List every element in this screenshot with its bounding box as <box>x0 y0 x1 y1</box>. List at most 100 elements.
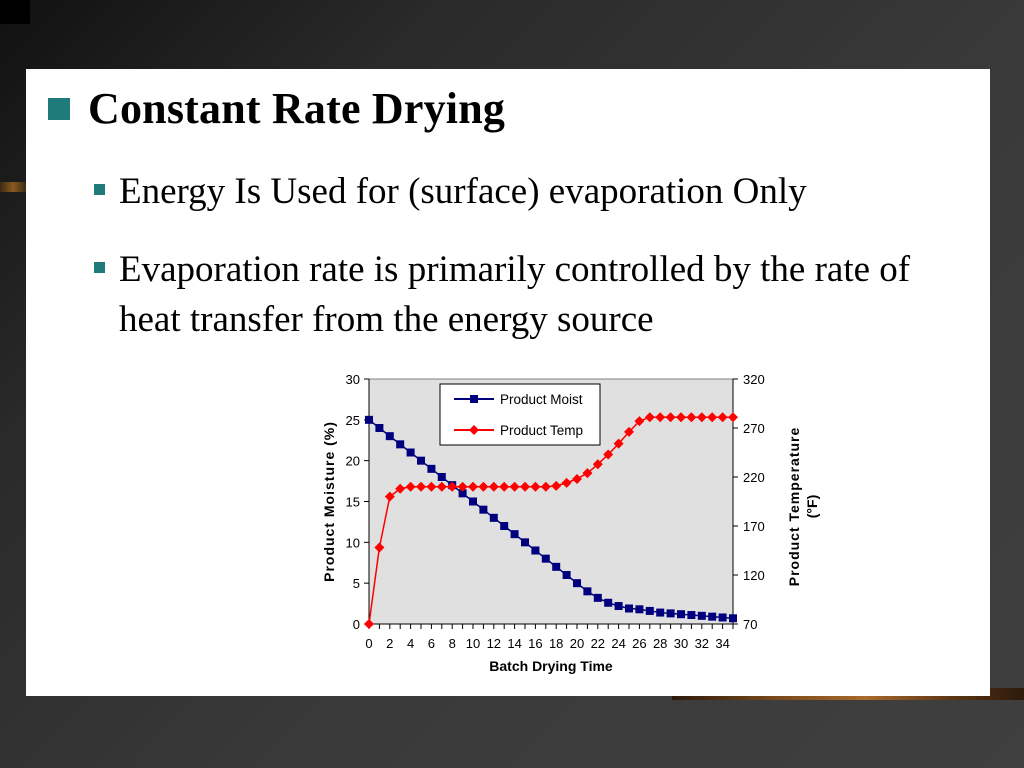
moisture-point <box>458 489 467 498</box>
decorative-streak-left <box>0 182 26 192</box>
moisture-point <box>385 432 394 441</box>
heading-text: Constant Rate Drying <box>88 84 506 133</box>
temperature-point <box>540 481 551 492</box>
temperature-point <box>592 459 603 470</box>
x-tick-label: 18 <box>549 636 563 651</box>
legend-label: Product Temp <box>500 423 583 438</box>
x-axis-label: Batch Drying Time <box>489 658 613 674</box>
x-tick-label: 28 <box>653 636 667 651</box>
legend-label: Product Moist <box>500 392 583 407</box>
moisture-point <box>469 497 477 506</box>
temperature-point <box>624 426 634 437</box>
temperature-point <box>676 412 686 423</box>
moisture-point <box>427 464 436 473</box>
moisture-point <box>479 505 488 514</box>
temperature-point <box>707 412 718 423</box>
temperature-point <box>530 481 541 492</box>
y2-axis-label-line1: Product Temperature <box>786 427 802 587</box>
x-tick-label: 14 <box>507 636 521 651</box>
y-axis-label: Product Moisture (%) <box>321 421 337 582</box>
moisture-point <box>573 579 581 588</box>
x-tick-label: 24 <box>611 636 625 651</box>
moisture-point <box>697 611 706 620</box>
moisture-point <box>656 608 665 617</box>
x-tick-label: 26 <box>632 636 646 651</box>
y2-tick-label: 120 <box>743 568 765 583</box>
moisture-point <box>531 546 540 555</box>
x-tick-label: 16 <box>528 636 542 651</box>
moisture-point <box>437 473 446 481</box>
moisture-point <box>562 571 571 579</box>
moisture-point <box>666 609 675 618</box>
sub-bullet-icon <box>94 184 105 195</box>
x-tick-label: 32 <box>695 636 709 651</box>
temperature-point <box>520 481 530 492</box>
y-tick-label: 5 <box>353 576 360 591</box>
moisture-point <box>625 604 633 613</box>
x-tick-label: 2 <box>386 636 393 651</box>
temperature-point <box>582 468 593 479</box>
bullet-item-1: Energy Is Used for (surface) evaporation… <box>94 167 807 217</box>
temperature-point <box>488 481 499 492</box>
y-tick-label: 10 <box>346 535 360 550</box>
y2-tick-label: 220 <box>743 470 765 485</box>
moisture-point <box>375 424 384 432</box>
moisture-point <box>718 613 727 622</box>
temperature-point <box>405 481 416 492</box>
bullet-text-1: Energy Is Used for (surface) evaporation… <box>119 171 807 212</box>
legend: Product Moist Product Temp <box>439 383 601 446</box>
temperature-point <box>468 481 478 492</box>
moisture-point <box>645 606 654 615</box>
moisture-point <box>687 611 696 620</box>
y-tick-label: 15 <box>346 495 360 510</box>
temperature-point <box>655 412 666 423</box>
legend-box <box>439 383 601 446</box>
temperature-point <box>364 619 374 629</box>
temperature-point <box>572 473 582 484</box>
temperature-point <box>634 416 645 427</box>
sub-bullet-icon <box>94 262 105 273</box>
x-tick-label: 20 <box>570 636 584 651</box>
temperature-point <box>457 481 468 492</box>
y2-tick-label: 320 <box>743 372 765 387</box>
temperature-point <box>426 481 437 492</box>
temperature-point <box>395 483 406 494</box>
y2-axis-label-line2: (°F) <box>804 495 820 518</box>
y-tick-label: 25 <box>346 413 360 428</box>
temperature-point <box>436 481 447 492</box>
y2-tick-label: 270 <box>743 421 765 436</box>
temperature-point <box>665 412 676 423</box>
x-tick-label: 22 <box>591 636 605 651</box>
x-tick-label: 12 <box>487 636 501 651</box>
y-tick-label: 30 <box>346 372 360 387</box>
heading-bullet-icon <box>48 97 70 120</box>
y-tick-label: 20 <box>346 454 360 469</box>
moisture-point <box>614 602 623 611</box>
moisture-point <box>708 612 717 621</box>
temperature-point <box>686 412 697 423</box>
bullet-text-2: Evaporation rate is primarily controlled… <box>119 249 911 340</box>
temperature-point <box>551 480 562 491</box>
moisture-point <box>417 456 425 465</box>
moisture-point <box>396 440 405 449</box>
bullet-item-2: Evaporation rate is primarily controlled… <box>94 245 974 345</box>
moisture-point <box>406 448 415 457</box>
moisture-point <box>365 415 373 424</box>
temperature-point <box>499 481 510 492</box>
temperature-point <box>447 481 458 492</box>
temperature-point <box>478 481 489 492</box>
temperature-point <box>561 477 572 488</box>
slide-panel: Constant Rate Drying Energy Is Used for … <box>26 69 990 696</box>
temperature-point <box>613 438 624 449</box>
temperature-point <box>644 412 655 423</box>
x-tick-label: 4 <box>407 636 414 651</box>
x-tick-label: 6 <box>428 636 435 651</box>
temperature-point <box>728 412 738 423</box>
moisture-point <box>552 562 561 571</box>
temperature-point <box>416 481 426 492</box>
moisture-point <box>500 522 509 530</box>
moisture-point <box>729 614 737 623</box>
temperature-point <box>374 542 385 553</box>
slide-heading: Constant Rate Drying <box>48 83 505 134</box>
